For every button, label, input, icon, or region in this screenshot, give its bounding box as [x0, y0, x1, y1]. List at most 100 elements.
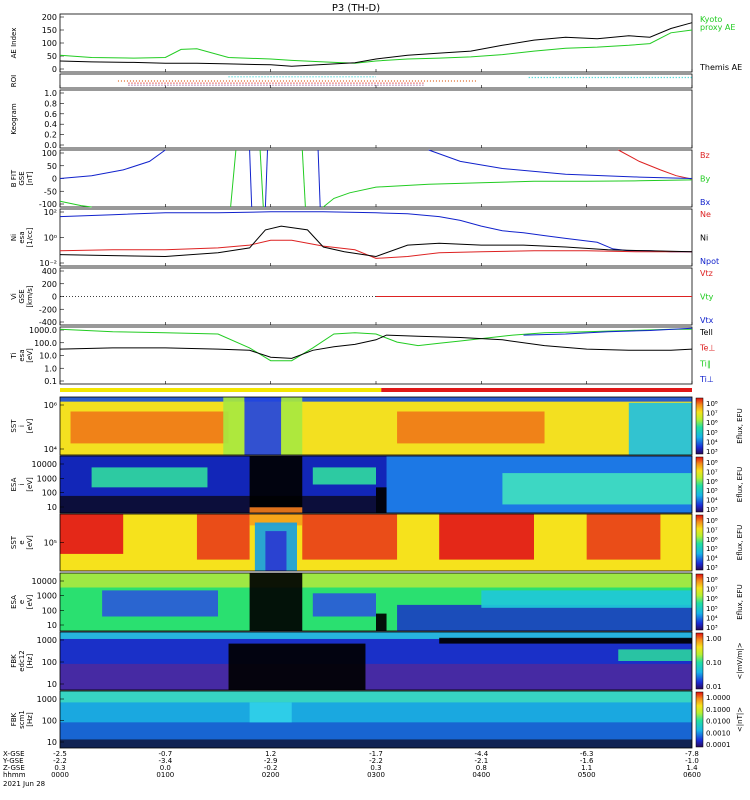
- heatmap-region: [196, 514, 250, 560]
- heatmap-region: [249, 514, 303, 526]
- colorbar-label: Eflux, EFU: [736, 584, 744, 619]
- heatmap-region: [376, 487, 387, 513]
- colorbar-tick-label: 10⁴: [706, 614, 718, 622]
- y-tick-label: 100: [42, 717, 57, 726]
- panel-density: 10² 10⁰ 10⁻² Niesa[1/cc] Ne Ni Npot: [10, 208, 719, 268]
- x-tick-value: -7.8: [685, 750, 699, 758]
- heatmap-region: [249, 456, 303, 508]
- x-tick-value: -3.4: [158, 757, 172, 765]
- colorbar-tick-label: 10⁶: [706, 419, 718, 427]
- heatmap-region: [312, 593, 376, 617]
- x-tick-value: -2.1: [474, 757, 488, 765]
- y-tick-label: 10: [47, 503, 57, 512]
- y-tick-label: 10: [47, 680, 57, 689]
- colorbar-tick-label: 10⁸: [706, 576, 718, 584]
- heatmap-region: [481, 590, 692, 608]
- colorbar-label: Eflux, EFU: [736, 525, 744, 560]
- colorbar-tick-label: 1.00: [706, 635, 722, 643]
- colorbar: [695, 632, 704, 690]
- colorbar-tick-label: 10⁶: [706, 595, 718, 603]
- x-tick-value: -0.2: [264, 764, 278, 772]
- panel-fbk_b: 1000 100 10 FBKscm1[Hz] 1.0000 0.1000 0.0100 0.…: [10, 690, 744, 749]
- legend-entry: Ti⊥: [699, 375, 714, 384]
- colorbar-tick-label: 10⁵: [706, 545, 718, 553]
- date-label: 2021 Jun 28: [3, 780, 45, 788]
- y-tick-label: 1000: [37, 592, 57, 601]
- legend-entry: Kyoto proxy AE: [700, 15, 735, 32]
- y-tick-label: 50: [47, 162, 57, 171]
- legend-entry: Npot: [700, 257, 719, 266]
- x-tick-value: 0.0: [160, 764, 171, 772]
- heatmap-region: [439, 637, 692, 644]
- legend-entry: Te⊥: [699, 344, 715, 353]
- panel-frame: [59, 89, 693, 149]
- panel-frame: [59, 572, 693, 632]
- panel-frame: [59, 326, 693, 385]
- y-tick-label: -400: [39, 318, 57, 327]
- heatmap-region: [586, 514, 661, 560]
- y-tick-label: 10⁶: [44, 401, 57, 410]
- panel-frame: [59, 396, 693, 456]
- y-axis-label: ESAe[eV]: [10, 594, 34, 609]
- panel-frame: [59, 455, 693, 514]
- y-tick-label: 0: [52, 293, 57, 302]
- y-axis-label: FBKscm1[Hz]: [10, 710, 34, 729]
- y-tick-label: 10: [47, 621, 57, 630]
- panel-frame: [59, 208, 693, 267]
- colorbar-tick-label: 0.1000: [706, 706, 731, 714]
- x-tick-value: -6.3: [580, 750, 594, 758]
- series-line-tell: [59, 334, 693, 359]
- heatmap-region: [397, 604, 692, 631]
- y-tick-label: 100: [42, 39, 57, 48]
- colorbar-tick-label: 0.0001: [706, 741, 731, 749]
- x-tick-value: 0300: [367, 771, 385, 779]
- series-line-by: [301, 149, 306, 208]
- colorbar-tick-label: 10⁶: [706, 478, 718, 486]
- colorbar-tick-label: 10⁷: [706, 468, 718, 476]
- series-line-ne: [59, 239, 692, 259]
- series-line-bx: [264, 149, 268, 208]
- legend-entry: Vtx: [700, 316, 714, 325]
- heatmap-region: [249, 573, 303, 631]
- colorbar-tick-label: 10³: [706, 624, 718, 632]
- y-tick-label: 10⁰: [44, 234, 57, 243]
- x-tick-value: -2.2: [53, 757, 67, 765]
- colorbar: [695, 397, 704, 455]
- heatmap-region: [70, 411, 229, 444]
- x-tick-value: -2.9: [264, 757, 278, 765]
- heatmap-region: [60, 739, 692, 748]
- x-row-label: hhmm: [3, 771, 26, 779]
- x-tick-value: -1.0: [685, 757, 699, 765]
- colorbar-tick-label: 10⁶: [706, 536, 718, 544]
- colorbar-tick-label: 10⁷: [706, 526, 718, 534]
- heatmap-region: [249, 507, 303, 513]
- colorbar: [695, 456, 704, 513]
- series-line-by: [230, 149, 237, 208]
- panel-bfield: 100 50 0 -50 -100 B FITGSE[nT] Bz By Bx: [10, 149, 710, 209]
- y-tick-label: 50: [47, 52, 57, 61]
- colorbar-tick-label: 10⁵: [706, 429, 718, 437]
- y-tick-label: 150: [42, 26, 57, 35]
- heatmap-region: [60, 495, 376, 513]
- y-tick-label: 1.0: [44, 89, 57, 98]
- heatmap-region: [60, 663, 692, 690]
- panel-frame: [59, 13, 693, 73]
- colorbar-tick-label: 10⁴: [706, 555, 718, 563]
- x-tick-value: 0400: [472, 771, 490, 779]
- y-axis-label: AE Index: [10, 28, 18, 59]
- panel-temperature: 1000.0 100.0 10.0 1.0 0.1 Tiesa[eV] Tell Te⊥ Ti∥…: [10, 326, 715, 386]
- series-line-kyotoproxyae: [59, 29, 693, 64]
- colorbar-tick-label: 10⁸: [706, 400, 718, 408]
- y-axis-label: ROI: [10, 75, 18, 87]
- legend-entry: Vtz: [700, 269, 713, 278]
- colorbar-tick-label: 0.0010: [706, 729, 731, 737]
- heatmap-region: [265, 531, 287, 571]
- colorbar-tick-label: 0.0100: [706, 718, 731, 726]
- heatmap-region: [302, 514, 398, 560]
- mode-bar-segment: [60, 388, 382, 392]
- colorbar: [695, 691, 704, 748]
- panel-keogram: 1.00.8 0.60.4 0.20.0 Keogram: [10, 89, 693, 150]
- colorbar-tick-label: 10⁴: [706, 438, 718, 446]
- heatmap-region: [618, 649, 692, 661]
